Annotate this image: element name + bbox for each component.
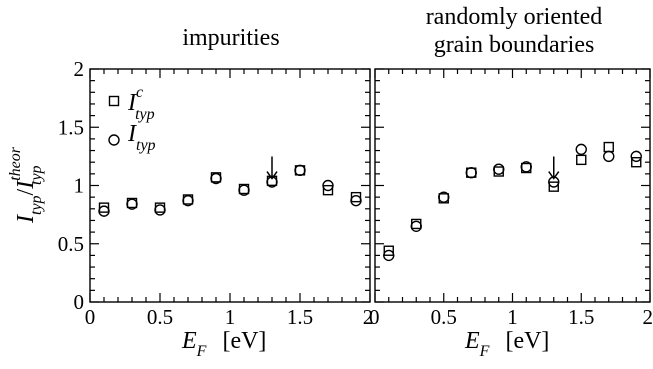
x-axis-left-main: E <box>181 328 197 354</box>
panel-title-grain-boundaries-line-1: randomly oriented <box>426 4 603 30</box>
x-tick-label: 0.5 <box>147 305 173 329</box>
circle-point <box>182 194 194 207</box>
legend-typ-main: I <box>127 121 137 147</box>
y-axis-title: Ityp/Itheor typ <box>7 146 45 224</box>
circle-point <box>383 249 395 262</box>
y-tick-label: 0.5 <box>58 232 84 256</box>
plot-frame-right <box>374 68 651 303</box>
x-tick-label: 0.5 <box>431 305 457 329</box>
y-tick-label: 2 <box>74 57 85 81</box>
x-axis-left-sub: F <box>196 343 207 360</box>
legend-circle-marker <box>108 134 120 146</box>
y-tick-label: 0 <box>74 290 85 314</box>
circle-point <box>294 164 306 177</box>
legend: Ic typ Ityp <box>108 84 156 154</box>
x-tick-label: 1 <box>225 305 236 329</box>
x-tick-label: 1 <box>507 305 518 329</box>
circle-point <box>238 184 250 196</box>
legend-square-marker <box>108 95 120 107</box>
x-axis-right-unit: [eV] <box>505 328 549 354</box>
legend-ctyp-sup: c <box>136 84 143 101</box>
square-point <box>383 245 394 256</box>
circle-point <box>126 198 138 210</box>
x-tick-label: 2 <box>363 305 374 329</box>
square-point <box>576 154 587 166</box>
x-axis-title-left: EF [eV] <box>181 328 266 360</box>
circle-point <box>630 150 642 163</box>
x-axis-right-main: E <box>464 328 480 354</box>
legend-entry-typ: Ityp <box>127 121 156 154</box>
y-tick-label: 1.5 <box>58 115 84 139</box>
circle-point <box>603 150 615 163</box>
x-axis-right-sub: F <box>479 343 490 360</box>
marks-layer <box>98 141 642 262</box>
x-axis-title-right: EF [eV] <box>464 328 549 360</box>
x-tick-label: 1.5 <box>287 305 313 329</box>
legend-entry-ctyp: Ic typ <box>127 84 155 123</box>
square-point <box>322 184 334 196</box>
x-tick-label: 0 <box>85 305 96 329</box>
y-tick-label: 1 <box>74 174 85 198</box>
y-axis-main-1: I <box>13 214 39 224</box>
legend-typ-sub: typ <box>136 137 156 154</box>
y-axis-main-2: I <box>13 180 39 190</box>
ticks-layer <box>89 68 651 303</box>
y-axis-sub-2: typ <box>28 165 45 185</box>
circle-point <box>465 166 477 179</box>
arrow-annotation-head <box>266 171 278 180</box>
x-tick-label: 2 <box>643 305 653 329</box>
panel-title-impurities: impurities <box>182 25 279 51</box>
legend-ctyp-sub: typ <box>135 106 155 123</box>
circle-point <box>322 179 334 192</box>
y-axis-sup: theor <box>7 146 24 181</box>
circle-point <box>493 163 505 175</box>
square-point <box>631 156 642 168</box>
circle-point <box>350 194 362 207</box>
tick-labels-layer: 0 0.5 1 1.5 200.511.520 0.5 1 1.5 2 <box>58 57 653 329</box>
legend-ctyp-main: I <box>127 90 137 116</box>
x-tick-label: 0 <box>369 305 380 329</box>
x-axis-left-unit: [eV] <box>222 328 266 354</box>
square-point <box>603 141 614 153</box>
x-tick-label: 1.5 <box>568 305 594 329</box>
circle-point <box>575 143 587 156</box>
circle-point <box>210 172 222 185</box>
circle-point <box>98 205 110 217</box>
circle-point <box>410 220 422 232</box>
circle-point <box>438 191 450 203</box>
y-axis-slash: / <box>13 188 39 195</box>
panel-title-grain-boundaries-line-2: grain boundaries <box>434 32 595 58</box>
square-point <box>548 181 559 192</box>
circle-point <box>154 204 166 216</box>
arrow-annotation-head <box>548 171 560 180</box>
circle-point <box>520 161 532 173</box>
y-axis-sub-1: typ <box>28 195 45 215</box>
